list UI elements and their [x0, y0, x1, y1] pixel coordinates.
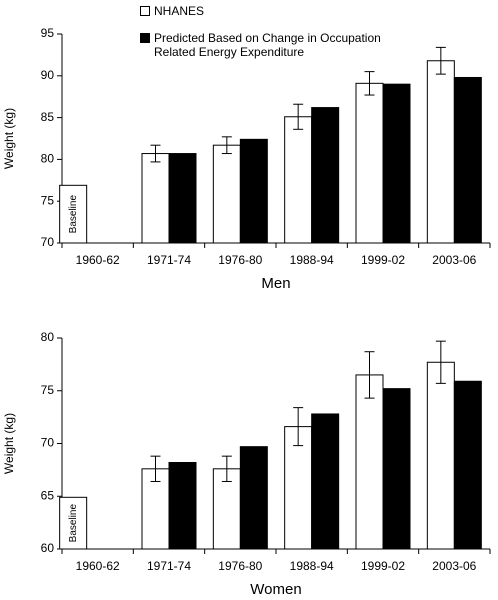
y-axis-label: Weight (kg) — [2, 108, 16, 169]
bar: NHANES — [426, 361, 455, 550]
y-tick-label: 70 — [41, 436, 55, 450]
bar: Predicted Based on Change in Occupation … — [239, 446, 268, 550]
error-bar — [364, 351, 375, 399]
x-tick-label: 1971-74 — [147, 253, 191, 267]
x-tick-label: 1988-94 — [290, 253, 334, 267]
error-bar — [221, 455, 232, 482]
x-tick-label: 1999-02 — [361, 253, 405, 267]
error-bar — [150, 455, 161, 482]
y-tick-label: 85 — [41, 110, 55, 124]
legend-label: NHANES — [154, 4, 205, 18]
x-tick-label: 1999-02 — [361, 559, 405, 573]
bar: NHANES — [141, 153, 170, 244]
x-tick-label: 1976-80 — [218, 559, 262, 573]
bar: Predicted Based on Change in Occupation … — [311, 107, 340, 244]
y-tick-label: 70 — [41, 235, 55, 249]
bar: NHANES — [212, 468, 241, 550]
y-tick-label: 80 — [41, 330, 55, 344]
x-tick-label: 1960-62 — [76, 253, 120, 267]
error-bar — [435, 340, 446, 384]
bar: NHANES — [284, 116, 313, 244]
y-tick-label: 90 — [41, 68, 55, 82]
y-axis-label: Weight (kg) — [2, 413, 16, 474]
bar: NHANES — [426, 60, 455, 244]
error-bar — [435, 46, 446, 75]
error-bar — [293, 407, 304, 447]
y-tick-label: 95 — [41, 26, 55, 40]
error-bar — [150, 144, 161, 163]
bar: NHANES — [212, 144, 241, 244]
x-tick-label: 1976-80 — [218, 253, 262, 267]
legend-item: Predicted Based on Change in Occupation … — [140, 31, 410, 59]
bar: NHANES — [355, 374, 384, 550]
y-tick-label: 75 — [41, 193, 55, 207]
legend-label: Predicted Based on Change in Occupation … — [154, 31, 381, 59]
bar: Predicted Based on Change in Occupation … — [239, 138, 268, 244]
bar: NHANES — [355, 82, 384, 244]
x-tick-label: 1971-74 — [147, 559, 191, 573]
legend-swatch — [140, 6, 150, 16]
y-tick-label: 60 — [41, 541, 55, 555]
x-tick-label: 2003-06 — [432, 253, 476, 267]
error-bar — [364, 71, 375, 96]
bar: NHANES — [59, 496, 88, 550]
bar: Predicted Based on Change in Occupation … — [453, 380, 482, 550]
bar: Predicted Based on Change in Occupation … — [311, 413, 340, 550]
x-tick-label: 2003-06 — [432, 559, 476, 573]
legend-swatch — [140, 33, 150, 43]
legend-item: NHANES — [140, 4, 340, 18]
x-tick-label: 1960-62 — [76, 559, 120, 573]
bar: Predicted Based on Change in Occupation … — [382, 83, 411, 244]
error-bar — [293, 103, 304, 130]
annotation: Baseline — [68, 195, 79, 234]
annotation: Baseline — [68, 504, 79, 543]
bar: Predicted Based on Change in Occupation … — [453, 76, 482, 244]
x-tick-label: 1988-94 — [290, 559, 334, 573]
error-bar — [221, 136, 232, 155]
x-axis-label: Women — [250, 581, 301, 598]
bar: Predicted Based on Change in Occupation … — [382, 388, 411, 550]
y-tick-label: 75 — [41, 383, 55, 397]
x-axis-label: Men — [261, 275, 290, 292]
bar: Predicted Based on Change in Occupation … — [168, 461, 197, 550]
y-tick-label: 65 — [41, 488, 55, 502]
bar: Predicted Based on Change in Occupation … — [168, 153, 197, 244]
y-tick-label: 80 — [41, 152, 55, 166]
bar: NHANES — [59, 184, 88, 244]
